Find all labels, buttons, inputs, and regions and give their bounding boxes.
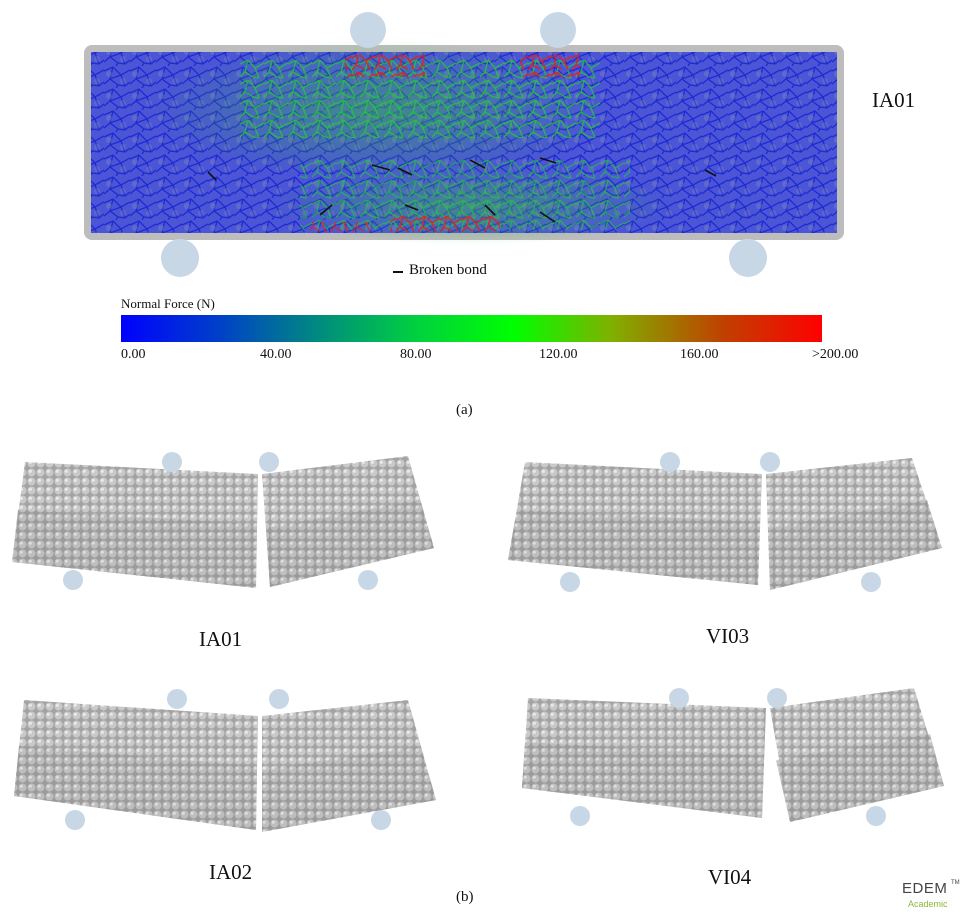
loading-pin [350, 12, 386, 48]
colorbar-tick: 120.00 [539, 347, 578, 362]
loading-pin [540, 12, 576, 48]
support-pin [161, 239, 199, 277]
colorbar-tick: >200.00 [812, 347, 859, 362]
edem-logo: EDEM TM Academic [902, 880, 960, 916]
colorbar-tick: 80.00 [400, 347, 432, 362]
bond-network-figure [84, 12, 844, 277]
colorbar-title: Normal Force (N) [121, 296, 215, 311]
beam-IA01 [12, 452, 434, 590]
broken-bond-swatch [393, 271, 403, 273]
support-pin [729, 239, 767, 277]
colorbar-tick: 40.00 [260, 347, 292, 362]
specimen-label: VI04 [708, 865, 752, 889]
logo-subtitle: Academic [908, 899, 948, 909]
beam-IA02 [14, 689, 436, 832]
specimen-label: IA01 [199, 627, 243, 651]
specimen-label: VI03 [706, 624, 750, 648]
broken-bond-legend: Broken bond [409, 262, 487, 278]
panel-a: IA01 Broken bond Normal Force (N) 0.00 4… [0, 0, 964, 420]
specimen-label: IA01 [872, 88, 916, 112]
colorbar-tick: 0.00 [121, 347, 146, 362]
panel-a-caption: (a) [456, 402, 473, 418]
fractured-beams-figure [12, 452, 944, 832]
normal-force-colorbar [121, 315, 822, 342]
logo-wordmark: EDEM [902, 880, 948, 897]
beam-VI04 [522, 688, 944, 826]
panel-b-caption: (b) [456, 889, 474, 905]
specimen-label: IA02 [209, 860, 253, 884]
beam-VI03 [508, 452, 942, 592]
broken-bonds [207, 157, 717, 223]
logo-trademark: TM [951, 880, 960, 886]
colorbar-tick: 160.00 [680, 347, 719, 362]
